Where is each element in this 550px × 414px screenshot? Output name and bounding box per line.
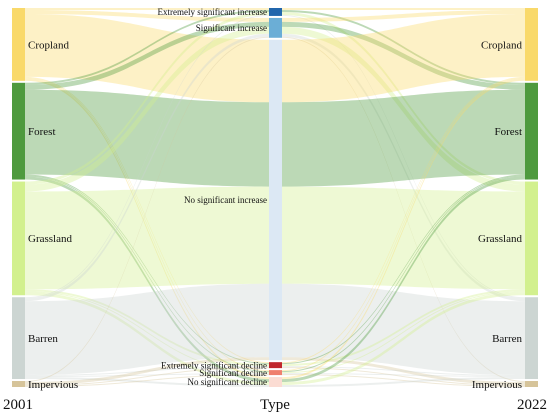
- right-node-cropland: [525, 8, 538, 81]
- flow-link-esd-to-grassland-2022: [282, 289, 525, 367]
- flow-link-grassland-to-nsi: [25, 186, 269, 290]
- flow-link-esd-to-impervious-2022: [282, 367, 525, 387]
- flow-link-barren-to-nsd: [25, 377, 269, 387]
- left-node-forest: [12, 82, 25, 180]
- middle-label-esi: Extremely significant increase: [158, 7, 267, 17]
- flow-link-cropland-to-nsd: [25, 78, 269, 380]
- middle-label-sd: Significant decline: [199, 368, 267, 378]
- flow-link-esi-to-grassland-2022: [282, 11, 525, 185]
- right-node-grassland: [525, 181, 538, 296]
- axis-label-left: 2001: [3, 397, 33, 413]
- flow-link-forest-to-nsd: [25, 176, 269, 383]
- flow-links: [25, 8, 525, 387]
- middle-node-nsd: [269, 377, 282, 387]
- left-node-cropland: [12, 8, 25, 81]
- flow-link-nsi-to-grassland-2022: [282, 186, 525, 290]
- left-label-impervious: Impervious: [28, 379, 78, 391]
- right-label-grassland: Grassland: [478, 233, 522, 245]
- flow-link-nsd-to-grassland-2022: [282, 292, 525, 386]
- flow-link-esd-to-cropland-2022: [282, 76, 525, 364]
- flow-link-nsi-to-forest-2022: [282, 89, 525, 187]
- flow-link-nsd-to-forest-2022: [282, 176, 525, 383]
- flow-link-forest-to-si: [25, 21, 269, 90]
- flow-link-barren-to-esd: [25, 366, 269, 377]
- flow-link-si-to-impervious-2022: [282, 36, 525, 383]
- left-node-grassland: [12, 181, 25, 296]
- right-node-impervious: [525, 381, 538, 387]
- node-labels: Cropland Forest Grassland Barren Impervious E…: [28, 7, 522, 391]
- left-label-cropland: Cropland: [28, 39, 69, 51]
- flow-link-barren-to-esi: [25, 14, 269, 299]
- flow-link-esi-to-barren-2022: [282, 14, 525, 299]
- flow-link-sd-to-barren-2022: [282, 373, 525, 378]
- flow-link-cropland-to-sd: [25, 77, 269, 372]
- right-label-barren: Barren: [492, 333, 522, 345]
- axis-label-center: Type: [260, 397, 290, 413]
- flow-link-barren-to-nsi: [25, 283, 269, 376]
- middle-label-esd: Extremely significant decline: [161, 360, 267, 370]
- flow-link-nsi-to-cropland-2022: [282, 13, 525, 103]
- right-label-cropland: Cropland: [481, 39, 522, 51]
- flow-link-nsd-to-cropland-2022: [282, 78, 525, 380]
- flow-link-si-to-cropland-2022: [282, 9, 525, 22]
- flow-link-forest-to-esi: [25, 9, 269, 85]
- middle-label-nsd: No significant decline: [188, 377, 267, 387]
- flow-link-grassland-to-nsd: [25, 292, 269, 386]
- middle-node-esi: [269, 8, 282, 16]
- flow-link-forest-to-esd: [25, 174, 269, 365]
- flow-link-impervious-to-esd: [25, 367, 269, 387]
- flow-link-si-to-barren-2022: [282, 33, 525, 302]
- right-label-forest: Forest: [495, 126, 523, 138]
- flow-link-sd-to-grassland-2022: [282, 291, 525, 374]
- flow-link-sd-to-forest-2022: [282, 175, 525, 373]
- middle-node-esd: [269, 362, 282, 369]
- middle-node-nsi: [269, 39, 282, 361]
- flow-link-esi-to-cropland-2022: [282, 8, 525, 10]
- middle-node-si: [269, 17, 282, 38]
- flow-link-grassland-to-si: [25, 26, 269, 192]
- flow-link-forest-to-nsi: [25, 89, 269, 187]
- flow-link-nsd-to-barren-2022: [282, 377, 525, 387]
- flow-link-nsi-to-barren-2022: [282, 283, 525, 376]
- flow-link-esd-to-barren-2022: [282, 366, 525, 377]
- flow-link-nsi-to-impervious-2022: [282, 357, 525, 386]
- flow-link-forest-to-sd: [25, 175, 269, 373]
- flow-link-sd-to-cropland-2022: [282, 77, 525, 372]
- axis-label-right: 2022: [517, 397, 547, 413]
- flow-link-si-to-forest-2022: [282, 21, 525, 90]
- flow-link-barren-to-sd: [25, 373, 269, 378]
- middle-label-nsi: No significant increase: [184, 195, 267, 205]
- flow-link-cropland-to-nsi: [25, 13, 269, 103]
- right-label-impervious: Impervious: [472, 379, 522, 391]
- flow-link-impervious-to-nsi: [25, 357, 269, 386]
- right-node-barren: [525, 297, 538, 380]
- flow-link-grassland-to-sd: [25, 291, 269, 374]
- flow-link-cropland-to-esd: [25, 76, 269, 364]
- flow-link-si-to-grassland-2022: [282, 26, 525, 192]
- left-label-grassland: Grassland: [28, 233, 72, 245]
- flow-link-esd-to-forest-2022: [282, 174, 525, 365]
- node-bars: [12, 8, 538, 387]
- flow-link-impervious-to-si: [25, 36, 269, 383]
- flow-link-cropland-to-si: [25, 9, 269, 22]
- middle-label-si: Significant increase: [196, 23, 267, 33]
- flow-link-esi-to-forest-2022: [282, 9, 525, 85]
- left-label-barren: Barren: [28, 333, 58, 345]
- flow-link-grassland-to-esi: [25, 11, 269, 185]
- flow-link-impervious-to-sd: [25, 374, 269, 387]
- left-node-barren: [12, 297, 25, 380]
- left-label-forest: Forest: [28, 126, 56, 138]
- flow-link-sd-to-impervious-2022: [282, 374, 525, 387]
- flow-link-cropland-to-esi: [25, 8, 269, 10]
- middle-node-sd: [269, 370, 282, 376]
- right-node-forest: [525, 82, 538, 180]
- left-node-impervious: [12, 381, 25, 387]
- flow-link-barren-to-si: [25, 33, 269, 302]
- flow-link-grassland-to-esd: [25, 289, 269, 367]
